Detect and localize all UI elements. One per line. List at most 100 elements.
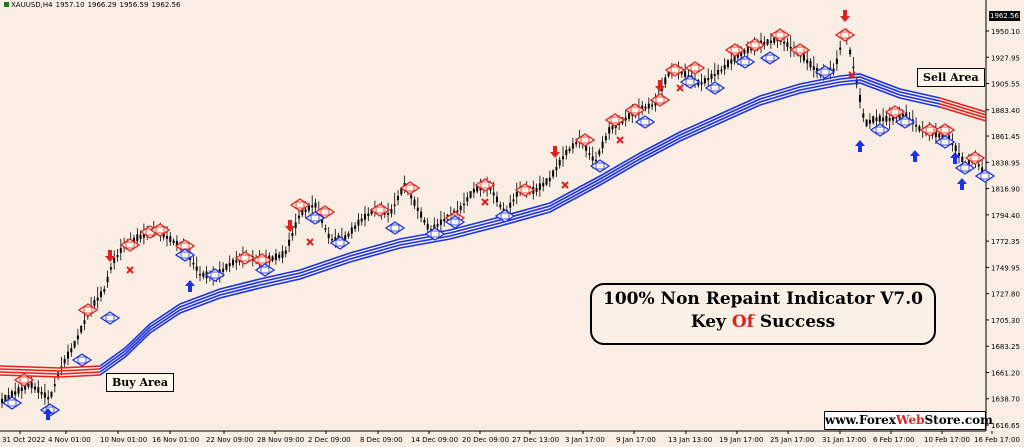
candle-body: [604, 136, 607, 141]
sell-diamond-marker-inner: [295, 201, 305, 209]
candle-body: [802, 54, 805, 61]
buy-diamond-marker: [634, 115, 656, 129]
sell-diamond-marker-inner: [630, 106, 640, 114]
buy-diamond-marker-inner: [210, 271, 220, 279]
symbol-name: XAUUSD,H4: [11, 1, 53, 9]
buy-diamond-marker-inner: [820, 68, 830, 76]
buy-arrow-icon: [43, 408, 53, 420]
close-price: 1962.56: [151, 1, 181, 9]
candle-body: [667, 72, 670, 77]
candle-body: [67, 351, 69, 359]
candle-body: [103, 289, 106, 292]
candle-body: [981, 167, 984, 172]
sell-diamond-marker-inner: [775, 31, 785, 39]
candle-body: [769, 40, 772, 43]
candle-body: [232, 259, 234, 266]
candle-body: [872, 116, 875, 123]
candle-body: [175, 240, 178, 247]
buy-area-label: Buy Area: [106, 373, 174, 392]
candle-body: [591, 156, 594, 161]
price-tick-label: 1749.95: [991, 264, 1020, 272]
candle-body: [961, 156, 964, 163]
candle-body: [426, 223, 429, 230]
buy-diamond-marker: [679, 75, 701, 89]
candle-body: [558, 159, 561, 166]
candle-body: [941, 133, 944, 140]
candle-body: [710, 74, 713, 79]
candle-body: [367, 213, 370, 217]
candle-body: [938, 133, 941, 138]
candle-body: [109, 267, 112, 270]
website-part1: www.Forex: [825, 413, 896, 427]
candle-body: [664, 77, 667, 85]
candle-body: [849, 49, 852, 55]
candle-body: [713, 73, 716, 76]
buy-diamond-marker-inner: [595, 162, 605, 170]
candle-body: [463, 203, 465, 206]
candle-body: [20, 387, 23, 391]
time-tick-label: 13 Jan 13:00: [668, 436, 712, 444]
candle-body: [776, 39, 779, 42]
candle-body: [433, 224, 436, 231]
buy-diamond-marker: [1, 396, 23, 410]
candle-body: [542, 182, 545, 187]
sell-arrow-icon: [105, 250, 115, 262]
sell-diamond-marker: [664, 63, 686, 77]
candle-body: [133, 237, 135, 242]
sell-diamond-marker-inner: [480, 181, 490, 189]
candle-body: [905, 112, 908, 118]
candle-body: [783, 41, 786, 44]
buy-diamond-marker-inner: [430, 230, 440, 238]
current-price-tag: 1962.56: [989, 11, 1020, 21]
buy-diamond-marker-inner: [710, 84, 720, 92]
promo-subtitle: Key Of Success: [592, 312, 934, 332]
sell-diamond-marker-inner: [890, 108, 900, 116]
candle-body: [321, 218, 324, 223]
buy-arrow-icon: [185, 280, 195, 292]
buy-diamond-marker-inner: [980, 172, 990, 180]
candle-body: [37, 387, 40, 393]
candle-body: [492, 192, 495, 196]
candle-body: [839, 47, 842, 50]
sell-diamond-marker-inner: [730, 46, 740, 54]
candle-body: [727, 60, 729, 68]
website-watermark[interactable]: www.ForexWebStore.com: [824, 411, 993, 430]
sell-diamond-marker-inner: [375, 206, 385, 214]
sell-arrow-icon: [550, 146, 560, 158]
price-tick-label: 1727.80: [991, 291, 1020, 299]
candle-body: [400, 187, 403, 195]
bearish-ma-line: [939, 106, 987, 122]
buy-diamond-marker: [974, 169, 996, 183]
candle-body: [977, 164, 980, 167]
time-tick-label: 3 Jan 17:00: [565, 436, 605, 444]
candle-body: [878, 115, 881, 122]
buy-arrow-icon: [855, 140, 865, 152]
time-tick-label: 2 Dec 09:00: [308, 436, 351, 444]
candle-body: [862, 113, 865, 118]
candle-body: [172, 240, 175, 244]
candle-body: [311, 205, 314, 208]
candle-body: [608, 127, 611, 134]
bullish-ma-line: [899, 97, 941, 108]
candle-body: [139, 234, 142, 239]
candle-body: [420, 211, 423, 218]
bearish-ma-line: [939, 97, 987, 113]
time-tick-label: 27 Dec 13:00: [512, 436, 559, 444]
candle-body: [43, 392, 46, 398]
candle-body: [515, 191, 518, 197]
buy-diamond-marker: [254, 263, 276, 277]
candle-body: [773, 37, 776, 43]
candle-body: [222, 268, 225, 272]
sell-diamond-marker: [834, 28, 856, 42]
candle-body: [875, 117, 878, 121]
sell-diamond-marker-inner: [750, 41, 760, 49]
candle-body: [416, 207, 419, 211]
buy-diamond-marker: [174, 248, 196, 262]
bullish-ma-line: [899, 91, 941, 102]
bullish-ma-line: [899, 94, 941, 105]
open-price: 1957.10: [55, 1, 85, 9]
candle-body: [34, 386, 36, 390]
sell-diamond-marker-inner: [940, 126, 950, 134]
